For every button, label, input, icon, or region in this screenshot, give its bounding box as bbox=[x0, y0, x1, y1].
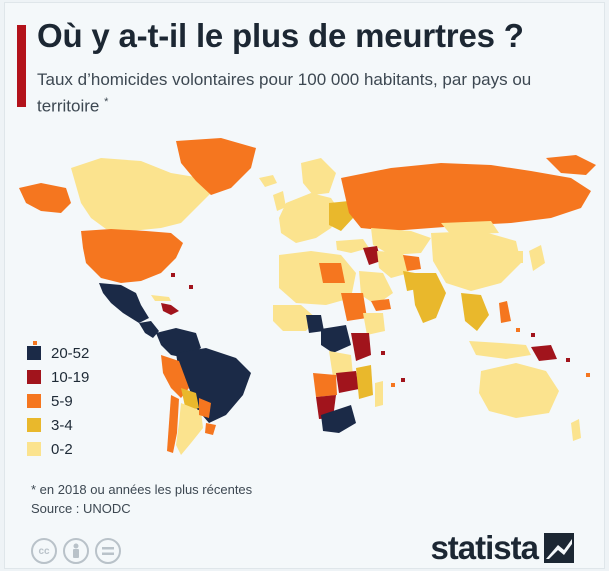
legend-swatch bbox=[27, 394, 41, 408]
region-caribbean bbox=[161, 303, 179, 315]
license-icons: cc bbox=[31, 538, 121, 564]
island-marker bbox=[171, 273, 175, 277]
legend-label: 20-52 bbox=[51, 344, 90, 362]
region-australia bbox=[479, 363, 559, 418]
region-congo bbox=[329, 351, 353, 377]
region-turkey bbox=[336, 239, 369, 253]
region-argentina bbox=[176, 403, 203, 455]
legend-swatch bbox=[27, 370, 41, 384]
region-greenland bbox=[176, 138, 256, 195]
region-central-africa bbox=[321, 325, 351, 353]
region-papua-new-guinea bbox=[531, 345, 557, 361]
subtitle-marker: * bbox=[104, 96, 109, 108]
region-zambia bbox=[336, 371, 359, 393]
region-kazakhstan bbox=[371, 228, 431, 255]
legend-label: 0-2 bbox=[51, 440, 73, 458]
region-indonesia bbox=[469, 341, 531, 359]
region-sudan bbox=[341, 293, 367, 321]
region-afghanistan bbox=[403, 255, 421, 271]
region-peru-bolivia bbox=[161, 355, 189, 398]
accent-bar bbox=[17, 25, 26, 107]
legend-label: 10-19 bbox=[51, 368, 90, 386]
region-south-africa bbox=[321, 405, 356, 433]
region-mozambique bbox=[356, 365, 373, 399]
legend-label: 3-4 bbox=[51, 416, 73, 434]
island-marker bbox=[189, 285, 193, 289]
region-iceland bbox=[259, 175, 277, 187]
region-pakistan bbox=[403, 271, 417, 291]
legend-item: 5-9 bbox=[27, 389, 89, 413]
island-marker bbox=[531, 333, 535, 337]
region-iran bbox=[377, 251, 409, 278]
legend-swatch bbox=[27, 442, 41, 456]
region-iraq-syria bbox=[363, 246, 381, 265]
legend-item: 0-2 bbox=[27, 437, 89, 461]
region-southeast-asia bbox=[461, 293, 489, 331]
region-europe bbox=[279, 193, 341, 243]
region-nigeria bbox=[306, 315, 324, 333]
footnote: * en 2018 ou années les plus récentes bbox=[31, 482, 253, 497]
region-scandinavia bbox=[301, 158, 336, 195]
region-colombia-venezuela bbox=[156, 328, 201, 358]
region-uk bbox=[273, 191, 286, 211]
region-yemen bbox=[371, 299, 391, 311]
region-mexico bbox=[99, 283, 149, 323]
page-subtitle: Taux d’homicides volontaires pour 100 00… bbox=[37, 69, 557, 118]
legend-item: 3-4 bbox=[27, 413, 89, 437]
region-central-america bbox=[139, 321, 159, 338]
subtitle-text: Taux d’homicides volontaires pour 100 00… bbox=[37, 70, 532, 116]
region-india bbox=[411, 273, 446, 323]
region-usa bbox=[81, 229, 183, 283]
region-eastern-europe bbox=[329, 201, 353, 231]
island-marker bbox=[33, 341, 37, 345]
legend: 20-52 10-19 5-9 3-4 0-2 bbox=[27, 341, 89, 461]
region-madagascar bbox=[375, 381, 383, 407]
nd-icon[interactable] bbox=[95, 538, 121, 564]
by-icon[interactable] bbox=[63, 538, 89, 564]
region-saudi bbox=[359, 271, 393, 305]
island-marker bbox=[516, 328, 520, 332]
statista-logo-icon bbox=[544, 533, 574, 563]
region-alaska bbox=[19, 183, 71, 213]
brand-name: statista bbox=[430, 529, 539, 566]
region-uruguay bbox=[205, 423, 216, 435]
infographic-card: Où y a-t-il le plus de meurtres ? Taux d… bbox=[4, 2, 605, 569]
brand[interactable]: statista bbox=[430, 529, 574, 567]
region-canada bbox=[71, 158, 211, 231]
legend-swatch bbox=[27, 346, 41, 360]
region-new-zealand bbox=[571, 419, 581, 441]
region-libya bbox=[319, 263, 345, 283]
region-russia bbox=[341, 163, 591, 231]
page-title: Où y a-t-il le plus de meurtres ? bbox=[37, 17, 524, 54]
region-chukotka bbox=[546, 155, 596, 175]
region-chile bbox=[167, 395, 179, 453]
island-marker bbox=[566, 358, 570, 362]
region-korea bbox=[516, 251, 523, 263]
island-marker bbox=[401, 378, 405, 382]
legend-swatch bbox=[27, 418, 41, 432]
legend-item: 10-19 bbox=[27, 365, 89, 389]
region-paraguay bbox=[199, 398, 211, 418]
region-east-africa bbox=[351, 333, 371, 361]
region-ethiopia bbox=[363, 313, 385, 335]
region-china bbox=[431, 231, 521, 291]
island-marker bbox=[381, 351, 385, 355]
legend-item: 20-52 bbox=[27, 341, 89, 365]
cc-icon[interactable]: cc bbox=[31, 538, 57, 564]
island-marker bbox=[586, 373, 590, 377]
legend-label: 5-9 bbox=[51, 392, 73, 410]
region-cuba bbox=[151, 295, 171, 301]
source-line: Source : UNODC bbox=[31, 501, 131, 516]
island-marker bbox=[391, 383, 395, 387]
region-angola bbox=[313, 373, 337, 397]
region-mongolia bbox=[441, 221, 499, 235]
region-japan bbox=[529, 245, 545, 271]
region-philippines bbox=[499, 301, 511, 323]
world-map bbox=[19, 138, 596, 455]
region-west-africa bbox=[273, 305, 316, 331]
